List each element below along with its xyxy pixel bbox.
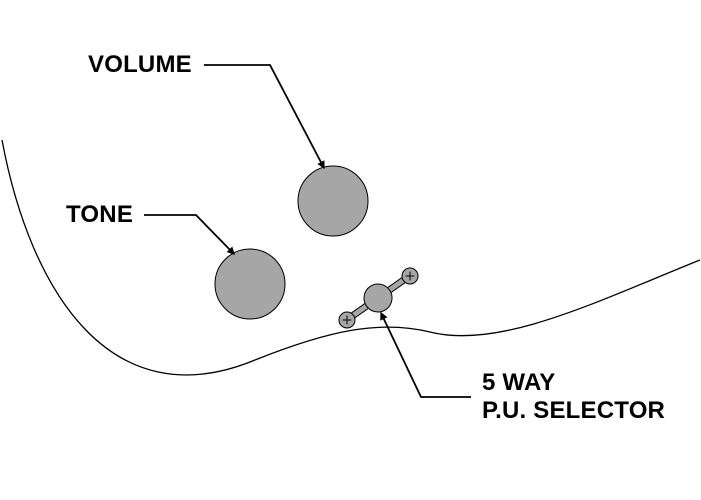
- volume-knob: [298, 166, 368, 236]
- selector-screw: [402, 268, 418, 284]
- label-selector-line2: P.U. SELECTOR: [482, 397, 665, 424]
- leader-tone: [144, 215, 234, 254]
- leader-volume: [204, 65, 324, 168]
- label-tone: TONE: [66, 201, 133, 228]
- leader-selector: [381, 313, 471, 397]
- label-volume: VOLUME: [88, 51, 192, 78]
- selector-screw: [339, 312, 355, 328]
- label-selector-line1: 5 WAY: [482, 369, 555, 396]
- tone-knob: [215, 249, 285, 319]
